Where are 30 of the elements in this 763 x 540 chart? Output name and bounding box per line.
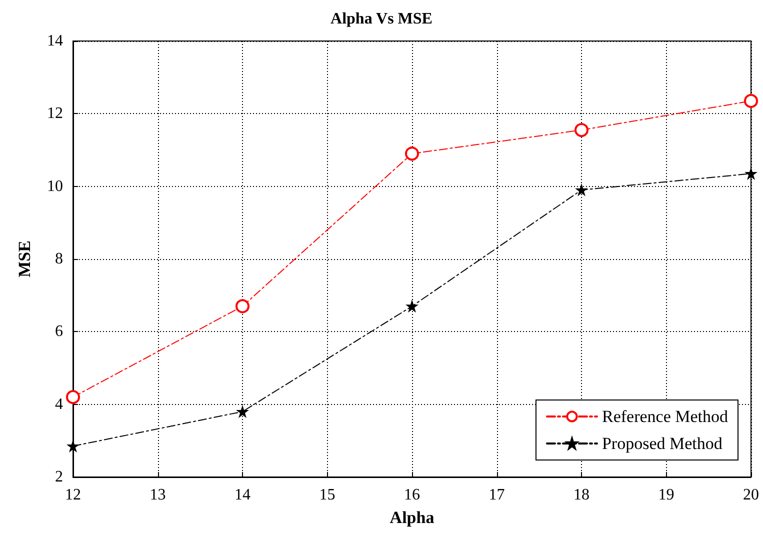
y-axis-title: MSE (15, 240, 34, 278)
point (744, 94, 758, 108)
legend-label: Proposed Method (602, 434, 723, 453)
x-tick-label: 19 (658, 486, 674, 504)
y-tick-label: 4 (55, 396, 63, 413)
y-tick-label: 6 (55, 323, 63, 340)
x-tick-label: 16 (404, 486, 420, 504)
point (236, 299, 250, 314)
point (574, 123, 588, 138)
point (405, 146, 419, 161)
x-tick-label: 15 (319, 486, 336, 504)
point (406, 300, 418, 312)
point (237, 406, 248, 418)
y-tick-label: 2 (55, 468, 63, 486)
chart-title: Alpha Vs MSE (330, 10, 432, 28)
x-axis-title: Alpha (390, 508, 435, 527)
point (68, 440, 78, 452)
y-tick-label: 10 (47, 178, 63, 195)
x-tick-label: 17 (488, 486, 505, 504)
y-tick-label: 12 (47, 105, 63, 122)
y-tick-label: 14 (47, 32, 63, 50)
x-tick-label: 20 (743, 486, 759, 504)
legend-label: Reference Method (602, 407, 728, 426)
point (576, 184, 587, 196)
x-tick-label: 14 (234, 486, 250, 504)
x-tick-label: 13 (150, 486, 166, 504)
point (746, 168, 756, 180)
x-tick-label: 18 (574, 486, 590, 504)
y-tick-label: 8 (55, 250, 63, 268)
point (66, 390, 80, 404)
